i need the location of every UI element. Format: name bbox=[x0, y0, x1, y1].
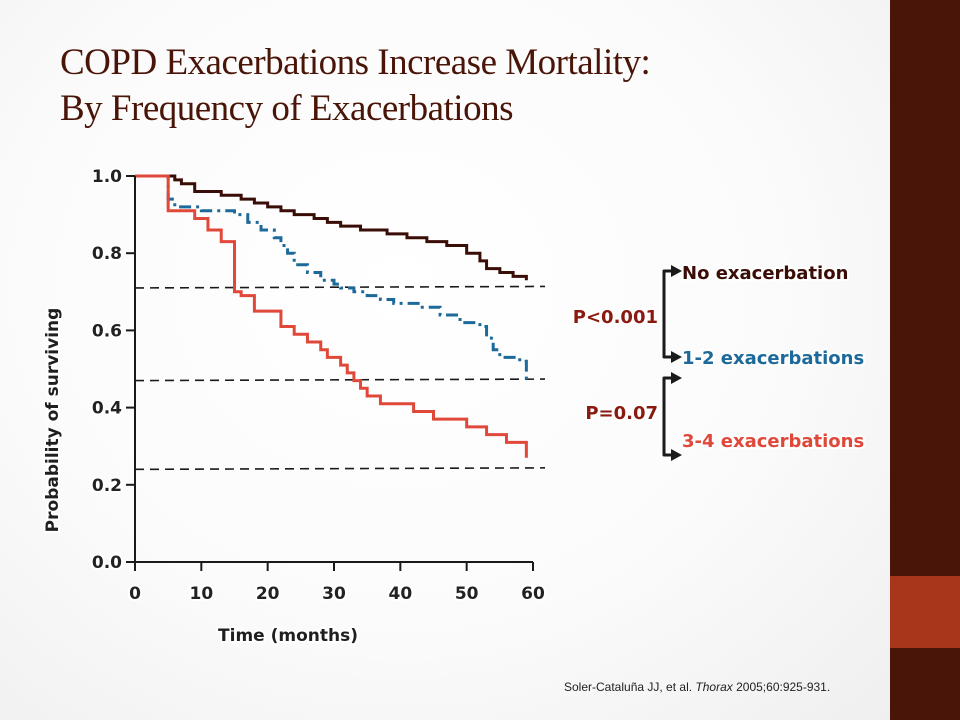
reference-lines bbox=[134, 285, 546, 471]
x-tick-label-3: 30 bbox=[322, 584, 346, 604]
series-line-2 bbox=[135, 174, 528, 385]
citation-ref: 2005;60:925-931. bbox=[736, 680, 831, 694]
slide-sidebar bbox=[890, 0, 960, 720]
y-tick-label-5: 1.0 bbox=[92, 167, 122, 187]
bracket-2-arrow-top bbox=[671, 372, 682, 384]
bracket-1-arrow-bottom bbox=[671, 351, 682, 363]
p-value-2: P=0.07 bbox=[585, 403, 658, 424]
slide-title: COPD Exacerbations Increase Mortality: B… bbox=[60, 40, 860, 132]
p-value-1: P<0.001 bbox=[573, 307, 658, 328]
y-tick-label-2: 0.4 bbox=[92, 399, 122, 419]
citation: Soler-Cataluña JJ, et al. Thorax 2005;60… bbox=[564, 680, 830, 694]
y-tick-label-1: 0.2 bbox=[92, 476, 122, 496]
legend-item-1: No exacerbation bbox=[682, 263, 848, 284]
x-tick-label-0: 0 bbox=[129, 584, 141, 604]
bracket-2 bbox=[662, 372, 682, 461]
bracket-1-arrow-top bbox=[671, 265, 682, 277]
x-tick-label-4: 40 bbox=[388, 584, 412, 604]
axis-ticks: 0.0 0.2 0.4 0.6 0.8 1.0 0 10 20 30 40 50 60 bbox=[90, 165, 547, 606]
title-line-2: By Frequency of Exacerbations bbox=[60, 88, 514, 129]
chart-axes bbox=[134, 176, 533, 563]
series-lines bbox=[135, 174, 528, 458]
x-tick-label-1: 10 bbox=[189, 584, 213, 604]
citation-journal: Thorax bbox=[695, 680, 733, 694]
y-tick-label-3: 0.6 bbox=[92, 321, 122, 341]
x-tick-label-5: 50 bbox=[455, 584, 479, 604]
y-tick-label-4: 0.8 bbox=[92, 244, 122, 264]
x-tick-label-6: 60 bbox=[521, 584, 545, 604]
y-tick-label-0: 0.0 bbox=[92, 553, 122, 573]
bracket-1 bbox=[662, 265, 682, 363]
reference-line-1 bbox=[134, 285, 546, 289]
title-line-1: COPD Exacerbations Increase Mortality: bbox=[60, 42, 651, 83]
x-axis-title: Time (months) bbox=[218, 626, 358, 646]
citation-authors: Soler-Cataluña JJ, et al. bbox=[564, 680, 693, 694]
series-line-3 bbox=[135, 174, 528, 458]
legend-item-3: 3-4 exacerbations bbox=[682, 431, 864, 452]
bracket-2-line bbox=[662, 376, 672, 457]
slide-background bbox=[0, 0, 890, 720]
reference-line-2 bbox=[134, 378, 546, 382]
y-axis-title: Probability of surviving bbox=[43, 308, 63, 533]
reference-line-3 bbox=[134, 467, 546, 471]
sidebar-accent-block bbox=[890, 576, 960, 648]
bracket-1-line bbox=[662, 269, 672, 359]
legend-item-2: 1-2 exacerbations bbox=[682, 348, 864, 369]
series-line-1 bbox=[135, 174, 528, 281]
bracket-2-arrow-bottom bbox=[671, 449, 682, 461]
chart-legend: No exacerbation 1-2 exacerbations 3-4 exac… bbox=[571, 261, 866, 461]
x-tick-label-2: 20 bbox=[256, 584, 280, 604]
